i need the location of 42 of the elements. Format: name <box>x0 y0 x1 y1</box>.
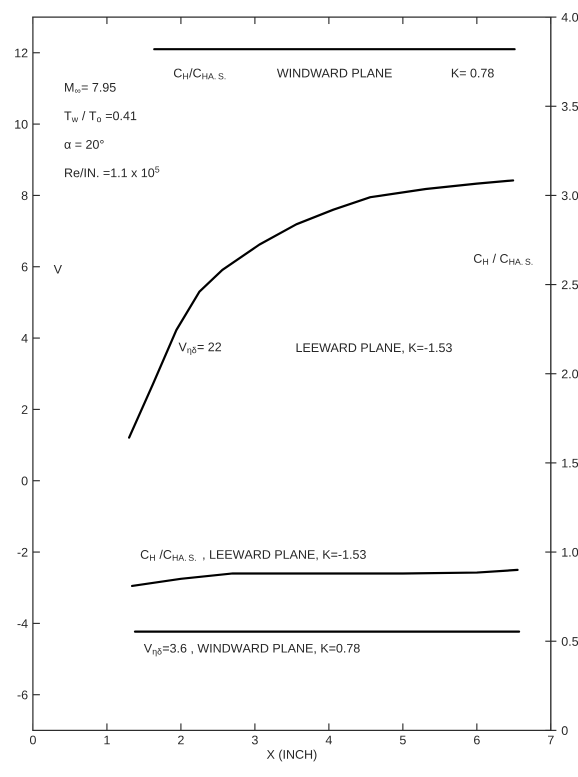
y-tick-label: -2 <box>18 548 28 557</box>
y2-tick-label: 4.0 <box>562 12 578 22</box>
annotation: LEEWARD PLANE, K=-1.53 <box>296 343 452 354</box>
annotation: α = 20° <box>64 140 104 149</box>
annotation: K= 0.78 <box>452 68 494 78</box>
annotation: M$_{∞}$= 7.95 <box>65 82 116 93</box>
y-tick-label: 6 <box>22 262 28 272</box>
y2-tick-label: 3.0 <box>562 191 578 200</box>
y2-tick-label: 3.5 <box>562 102 578 111</box>
y-tick-label: 12 <box>15 48 28 58</box>
annotation: C$_{H}$/C$_{HA.S.}$ <box>174 68 226 80</box>
x-axis-title: X (INCH) <box>266 750 316 762</box>
y2-tick-label: 0.5 <box>562 637 578 646</box>
annotation: WINDWARD PLANE <box>276 68 392 78</box>
y-tick-label: -4 <box>18 619 28 628</box>
y2-axis-title: C$_{H}$ / C$_{HA.S.}$ <box>474 254 532 265</box>
y-tick-label: 10 <box>15 120 28 129</box>
y-tick-label: -6 <box>18 690 28 700</box>
x-tick-label: 2 <box>178 736 184 744</box>
x-tick-label: 6 <box>474 736 480 744</box>
x-tick-label: 4 <box>326 736 332 744</box>
y-tick-label: 4 <box>21 334 28 343</box>
x-tick-label: 5 <box>400 736 406 744</box>
x-tick-label: 0 <box>30 736 36 744</box>
x-tick-label: 7 <box>548 736 554 744</box>
y2-tick-label: 2.5 <box>562 280 578 290</box>
annotation: V$_{ηδ}$=3.6 , WINDWARD PLANE, K=0.78 <box>144 644 360 656</box>
y-tick-label: 8 <box>22 191 28 200</box>
y-axis-title: V <box>54 264 62 274</box>
annotation: C$_{H}$ /C$_{HA.S.}$ , LEEWARD PLANE, K=-1.53 <box>140 550 366 561</box>
y2-tick-label: 0 <box>562 726 568 736</box>
line-series <box>130 568 519 588</box>
annotation: Re/IN. =1.1 x 10$^{5}$ <box>65 166 160 178</box>
y-tick-label: 0 <box>22 476 28 486</box>
annotation: T$_{w}$ / T$_{o}$ =0.41 <box>64 111 136 122</box>
x-tick-label: 1 <box>104 736 110 744</box>
y2-tick-label: 1.0 <box>562 548 578 557</box>
annotation: V$_{ηδ}$= 22 <box>178 342 222 355</box>
x-tick-label: 3 <box>252 736 258 744</box>
y2-tick-label: 2.0 <box>562 370 578 378</box>
y-tick-label: 2 <box>22 405 28 414</box>
y2-tick-label: 1.5 <box>562 458 578 468</box>
